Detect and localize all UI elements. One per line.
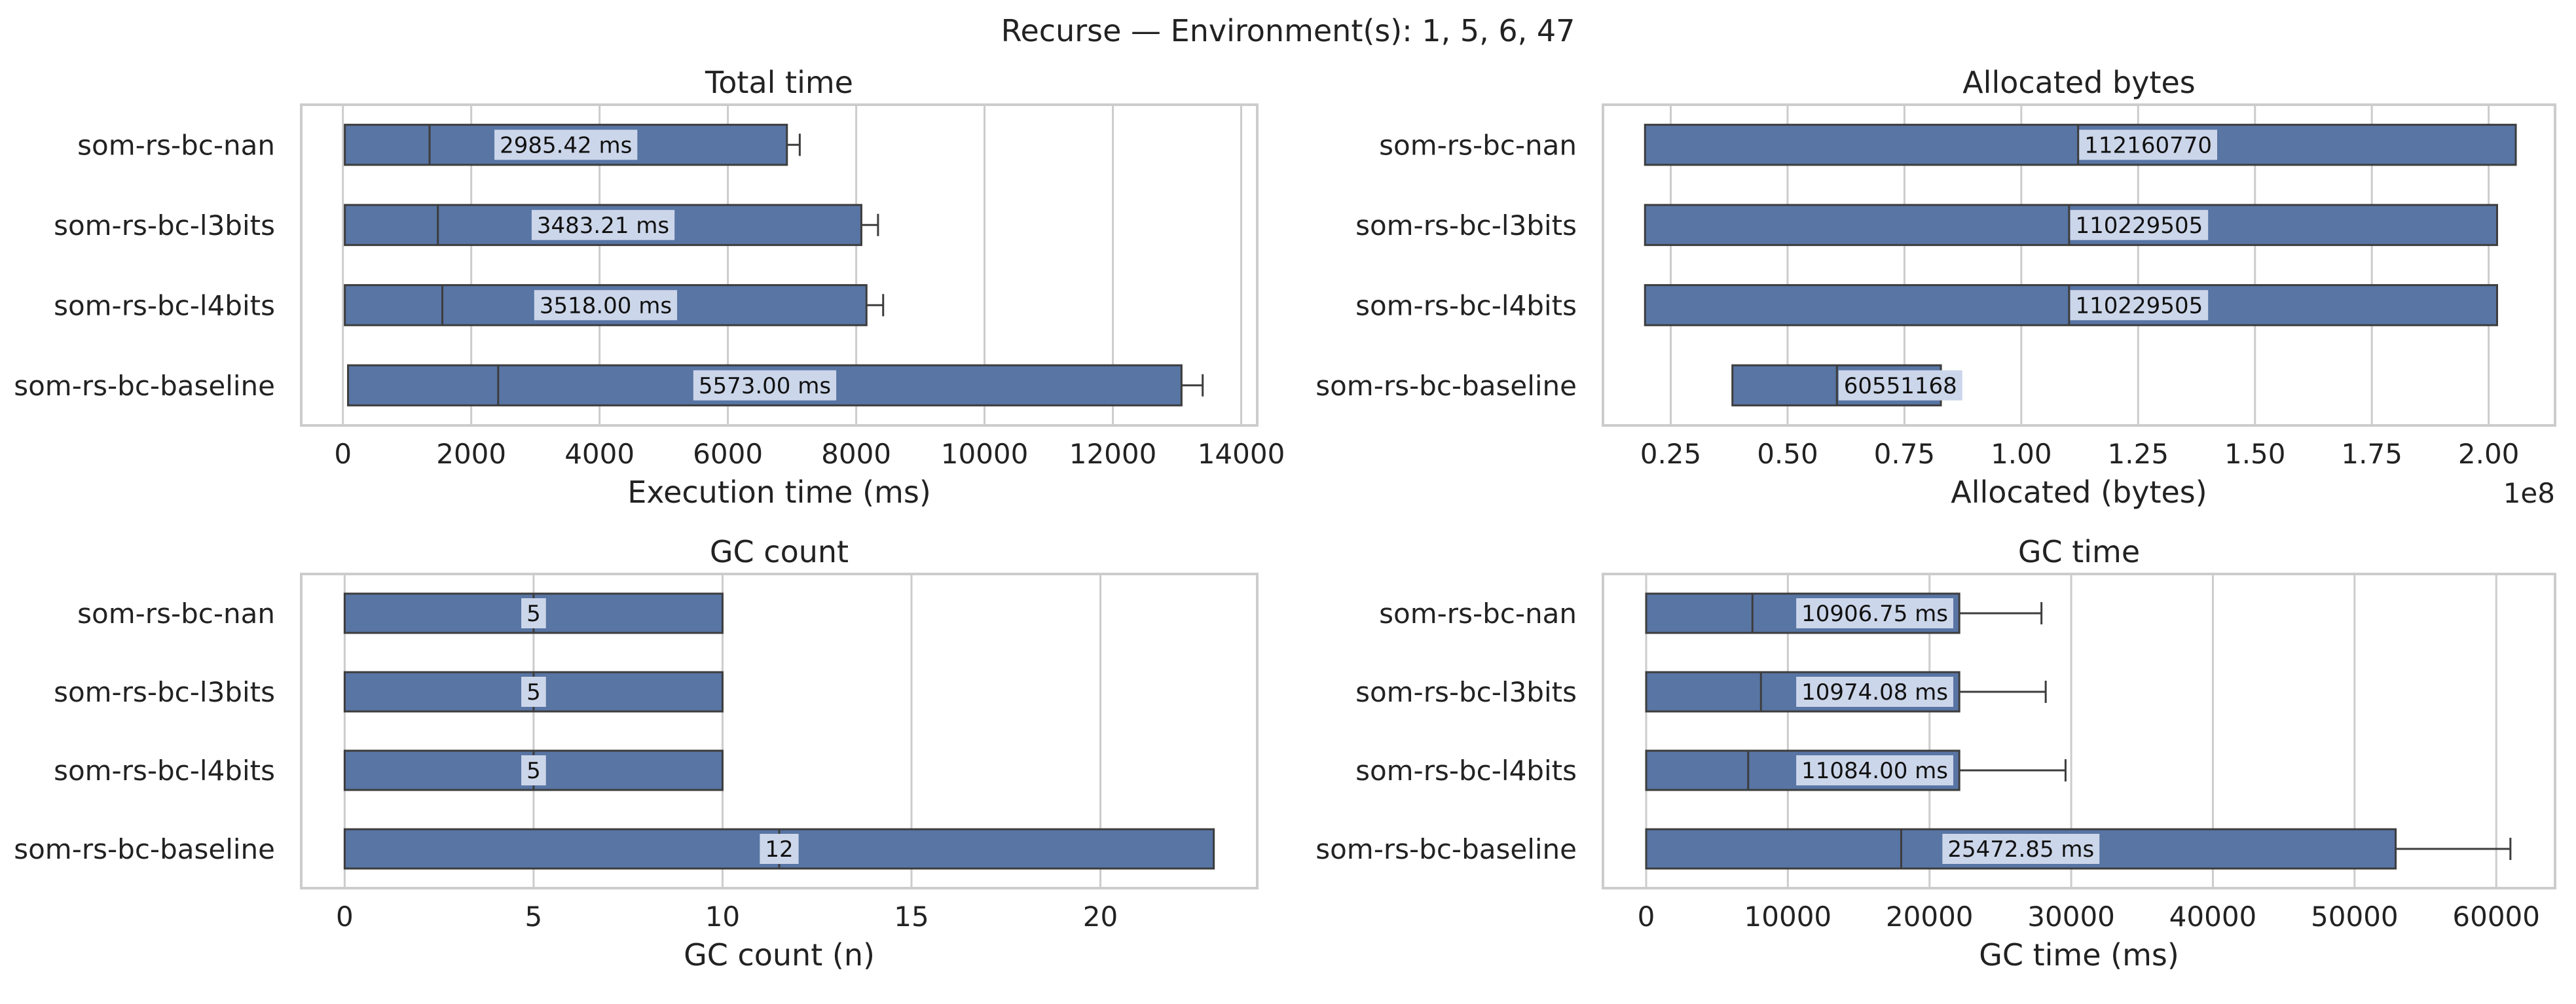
y-category-label: som-rs-bc-l3bits <box>1355 209 1577 242</box>
y-category-label: som-rs-bc-nan <box>77 129 275 161</box>
y-category-label: som-rs-bc-nan <box>77 598 275 630</box>
data-label: 2985.42 ms <box>500 132 632 158</box>
y-category-label: som-rs-bc-l4bits <box>54 289 275 321</box>
y-category-label: som-rs-bc-nan <box>1379 598 1577 630</box>
data-label-bg <box>1942 834 2100 864</box>
x-tick-label: 12000 <box>1069 438 1157 470</box>
x-tick-label: 15 <box>894 901 929 933</box>
x-tick-label: 10 <box>705 901 740 933</box>
x-tick-label: 1.00 <box>1991 438 2052 470</box>
y-category-label: som-rs-bc-l4bits <box>1355 289 1577 321</box>
subplot-0: Total time 0 2000 4000 6000 8000 10000 12000 140… <box>14 65 1285 510</box>
x-tick-label: 0 <box>334 438 352 470</box>
x-tick-label: 60000 <box>2452 901 2540 933</box>
x-axis-label: Allocated (bytes) <box>1951 475 2207 510</box>
data-label-bg <box>534 290 678 321</box>
x-tick-label: 1.50 <box>2224 438 2286 470</box>
x-tick-label: 0.75 <box>1874 438 1936 470</box>
x-tick-label: 20 <box>1083 901 1118 933</box>
x-tick-label: 8000 <box>821 438 891 470</box>
data-label-bg <box>494 130 638 160</box>
subplot-2: GC count 0 5 10 15 20 GC count (n) som-rs-bc-na… <box>14 534 1259 973</box>
data-label: 3518.00 ms <box>540 293 672 319</box>
data-label: 110229505 <box>2076 293 2203 319</box>
x-tick-label: 0.50 <box>1757 438 1818 470</box>
x-axis-label: GC count (n) <box>684 937 875 973</box>
data-label-bg <box>1796 677 1954 707</box>
data-label-bg <box>531 209 675 240</box>
subplot-title: Allocated bytes <box>1962 65 2196 100</box>
x-tick-label: 50000 <box>2311 901 2399 933</box>
data-label: 25472.85 ms <box>1947 836 2094 863</box>
x-tick-label: 0 <box>1638 901 1655 933</box>
x-tick-label: 14000 <box>1198 438 1285 470</box>
y-category-label: som-rs-bc-l3bits <box>1355 676 1577 708</box>
data-label-bg <box>521 755 546 785</box>
plot-frame <box>1602 573 2556 889</box>
x-offset-text: 1e8 <box>2503 477 2555 509</box>
data-label-bg <box>2079 130 2217 160</box>
x-tick-label: 2.00 <box>2458 438 2520 470</box>
data-label: 110229505 <box>2076 213 2203 239</box>
data-label-bg <box>521 598 546 628</box>
data-label-bg <box>1838 370 1962 401</box>
y-category-label: som-rs-bc-baseline <box>1316 833 1577 865</box>
x-tick-label: 40000 <box>2169 901 2257 933</box>
data-label-bg <box>521 677 546 707</box>
data-label: 5 <box>526 601 541 627</box>
y-category-label: som-rs-bc-l3bits <box>54 676 275 708</box>
y-category-label: som-rs-bc-l4bits <box>1355 755 1577 787</box>
data-label-bg <box>1796 755 1954 785</box>
x-axis-label: GC time (ms) <box>1979 937 2179 973</box>
figure-title: Recurse — Environment(s): 1, 5, 6, 47 <box>1001 13 1575 48</box>
x-tick-label: 4000 <box>564 438 635 470</box>
x-tick-label: 0 <box>336 901 354 933</box>
data-label: 3483.21 ms <box>537 213 669 239</box>
plot-frame <box>300 573 1259 889</box>
data-label: 5 <box>526 758 541 784</box>
data-label: 10974.08 ms <box>1801 679 1948 706</box>
data-label-bg <box>760 834 799 864</box>
y-category-label: som-rs-bc-baseline <box>1316 370 1577 402</box>
x-tick-label: 10000 <box>941 438 1029 470</box>
x-tick-label: 10000 <box>1744 901 1832 933</box>
x-tick-label: 0.25 <box>1640 438 1702 470</box>
y-category-label: som-rs-bc-l4bits <box>54 755 275 787</box>
data-label-bg <box>2070 209 2209 240</box>
y-category-label: som-rs-bc-baseline <box>14 370 275 402</box>
x-tick-label: 1.75 <box>2341 438 2402 470</box>
data-label: 60551168 <box>1844 373 1957 399</box>
x-tick-label: 1.25 <box>2108 438 2169 470</box>
data-label-bg <box>2070 290 2209 321</box>
plot-frame <box>300 103 1259 427</box>
x-tick-label: 2000 <box>436 438 506 470</box>
subplot-1: Allocated bytes 0.25 0.50 0.75 1.00 1.25 1.50 1… <box>1316 65 2556 510</box>
data-label: 11084.00 ms <box>1801 758 1948 784</box>
data-label: 5573.00 ms <box>699 373 831 399</box>
subplot-title: GC count <box>710 534 849 569</box>
y-category-label: som-rs-bc-l3bits <box>54 209 275 242</box>
x-axis-label: Execution time (ms) <box>627 475 931 510</box>
x-tick-label: 30000 <box>2027 901 2115 933</box>
data-label: 5 <box>526 679 541 706</box>
data-label-bg <box>693 370 837 401</box>
subplot-3: GC time 0 10000 20000 30000 40000 50000 60000 GC… <box>1316 534 2556 973</box>
data-label: 112160770 <box>2084 132 2212 158</box>
y-category-label: som-rs-bc-nan <box>1379 129 1577 161</box>
subplot-title: GC time <box>2018 534 2140 569</box>
x-tick-label: 20000 <box>1886 901 1974 933</box>
subplot-title: Total time <box>705 65 853 100</box>
data-label: 10906.75 ms <box>1801 601 1948 627</box>
y-category-label: som-rs-bc-baseline <box>14 833 275 865</box>
data-label: 12 <box>765 836 793 863</box>
data-label-bg <box>1796 598 1954 628</box>
x-tick-label: 5 <box>525 901 543 933</box>
plot-frame <box>1602 103 2556 427</box>
x-tick-label: 6000 <box>693 438 763 470</box>
